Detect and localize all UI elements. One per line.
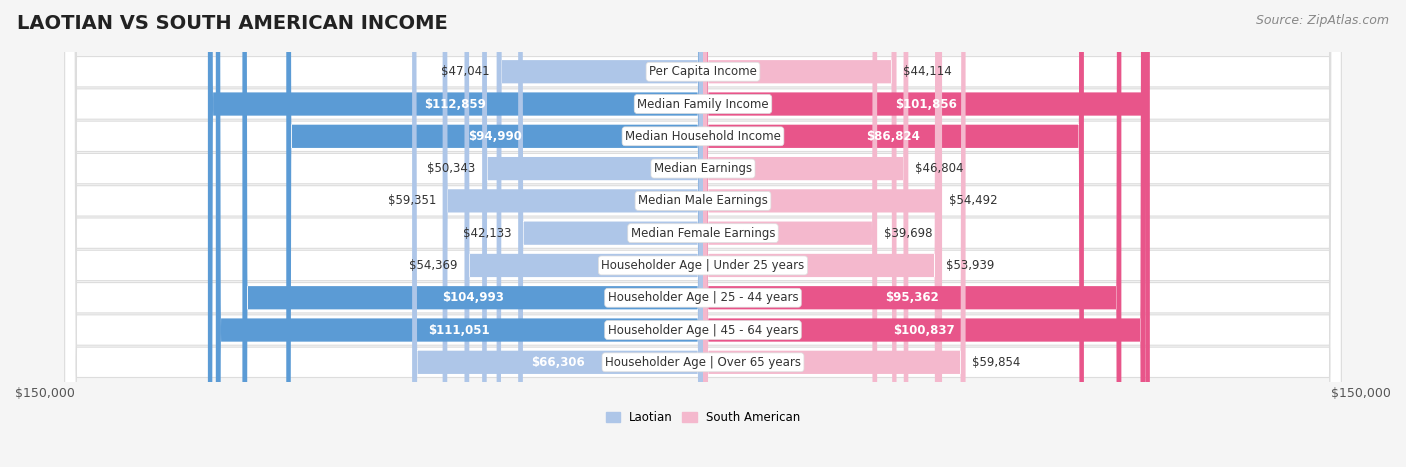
FancyBboxPatch shape — [703, 0, 1122, 467]
FancyBboxPatch shape — [65, 0, 1341, 467]
FancyBboxPatch shape — [215, 0, 703, 467]
Text: $94,990: $94,990 — [468, 130, 522, 143]
FancyBboxPatch shape — [208, 0, 703, 467]
Text: $100,837: $100,837 — [893, 324, 955, 337]
FancyBboxPatch shape — [65, 0, 1341, 467]
FancyBboxPatch shape — [703, 0, 897, 467]
Text: $39,698: $39,698 — [884, 226, 932, 240]
Text: $54,369: $54,369 — [409, 259, 458, 272]
Text: $59,854: $59,854 — [972, 356, 1021, 369]
FancyBboxPatch shape — [65, 0, 1341, 467]
FancyBboxPatch shape — [703, 0, 877, 467]
Text: $101,856: $101,856 — [896, 98, 957, 111]
Text: $112,859: $112,859 — [425, 98, 486, 111]
Text: Median Family Income: Median Family Income — [637, 98, 769, 111]
Text: Median Household Income: Median Household Income — [626, 130, 780, 143]
Text: $44,114: $44,114 — [903, 65, 952, 78]
FancyBboxPatch shape — [65, 0, 1341, 467]
Text: $104,993: $104,993 — [441, 291, 503, 304]
Text: $47,041: $47,041 — [441, 65, 491, 78]
FancyBboxPatch shape — [703, 0, 1084, 467]
FancyBboxPatch shape — [65, 0, 1341, 467]
FancyBboxPatch shape — [482, 0, 703, 467]
Text: $95,362: $95,362 — [886, 291, 939, 304]
Text: $46,804: $46,804 — [915, 162, 963, 175]
Text: Householder Age | 45 - 64 years: Householder Age | 45 - 64 years — [607, 324, 799, 337]
FancyBboxPatch shape — [65, 0, 1341, 467]
FancyBboxPatch shape — [519, 0, 703, 467]
Text: $86,824: $86,824 — [866, 130, 921, 143]
FancyBboxPatch shape — [412, 0, 703, 467]
Text: Median Female Earnings: Median Female Earnings — [631, 226, 775, 240]
FancyBboxPatch shape — [65, 0, 1341, 467]
Text: Per Capita Income: Per Capita Income — [650, 65, 756, 78]
Text: $111,051: $111,051 — [429, 324, 491, 337]
FancyBboxPatch shape — [703, 0, 1146, 467]
FancyBboxPatch shape — [65, 0, 1341, 467]
FancyBboxPatch shape — [703, 0, 942, 467]
Text: $59,351: $59,351 — [388, 194, 436, 207]
Text: LAOTIAN VS SOUTH AMERICAN INCOME: LAOTIAN VS SOUTH AMERICAN INCOME — [17, 14, 447, 33]
FancyBboxPatch shape — [703, 0, 966, 467]
Text: Median Earnings: Median Earnings — [654, 162, 752, 175]
Text: $54,492: $54,492 — [949, 194, 997, 207]
FancyBboxPatch shape — [443, 0, 703, 467]
Legend: Laotian, South American: Laotian, South American — [600, 406, 806, 429]
FancyBboxPatch shape — [464, 0, 703, 467]
FancyBboxPatch shape — [703, 0, 908, 467]
Text: $66,306: $66,306 — [530, 356, 585, 369]
FancyBboxPatch shape — [703, 0, 1150, 467]
Text: Householder Age | Under 25 years: Householder Age | Under 25 years — [602, 259, 804, 272]
Text: $42,133: $42,133 — [463, 226, 512, 240]
FancyBboxPatch shape — [496, 0, 703, 467]
Text: $50,343: $50,343 — [427, 162, 475, 175]
Text: Householder Age | Over 65 years: Householder Age | Over 65 years — [605, 356, 801, 369]
FancyBboxPatch shape — [287, 0, 703, 467]
Text: Householder Age | 25 - 44 years: Householder Age | 25 - 44 years — [607, 291, 799, 304]
FancyBboxPatch shape — [65, 0, 1341, 467]
FancyBboxPatch shape — [703, 0, 939, 467]
Text: Source: ZipAtlas.com: Source: ZipAtlas.com — [1256, 14, 1389, 27]
Text: Median Male Earnings: Median Male Earnings — [638, 194, 768, 207]
Text: $53,939: $53,939 — [946, 259, 994, 272]
FancyBboxPatch shape — [65, 0, 1341, 467]
FancyBboxPatch shape — [242, 0, 703, 467]
